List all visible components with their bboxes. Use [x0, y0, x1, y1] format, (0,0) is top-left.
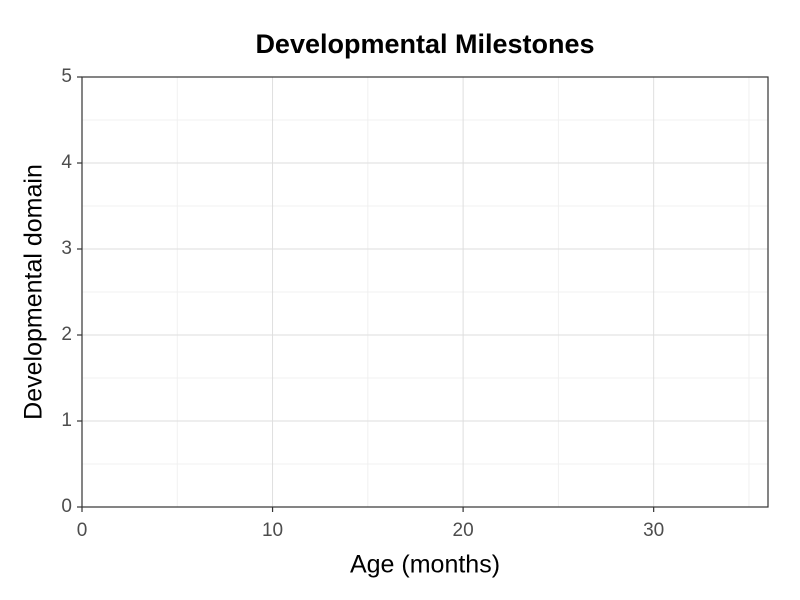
chart-title: Developmental Milestones	[255, 29, 594, 59]
x-tick-label: 30	[643, 520, 664, 541]
x-axis-label: Age (months)	[350, 551, 500, 579]
y-tick-label: 3	[61, 238, 72, 259]
y-tick-label: 0	[61, 496, 72, 517]
y-tick-label: 4	[61, 152, 72, 173]
y-tick-label: 5	[61, 66, 72, 87]
y-tick-label: 2	[61, 324, 72, 345]
x-tick-label: 0	[77, 520, 88, 541]
x-tick-label: 10	[262, 520, 283, 541]
x-tick-label: 20	[453, 520, 474, 541]
y-axis-label: Developmental domain	[20, 164, 48, 420]
y-tick-label: 1	[61, 410, 72, 431]
panel-border	[81, 76, 769, 508]
